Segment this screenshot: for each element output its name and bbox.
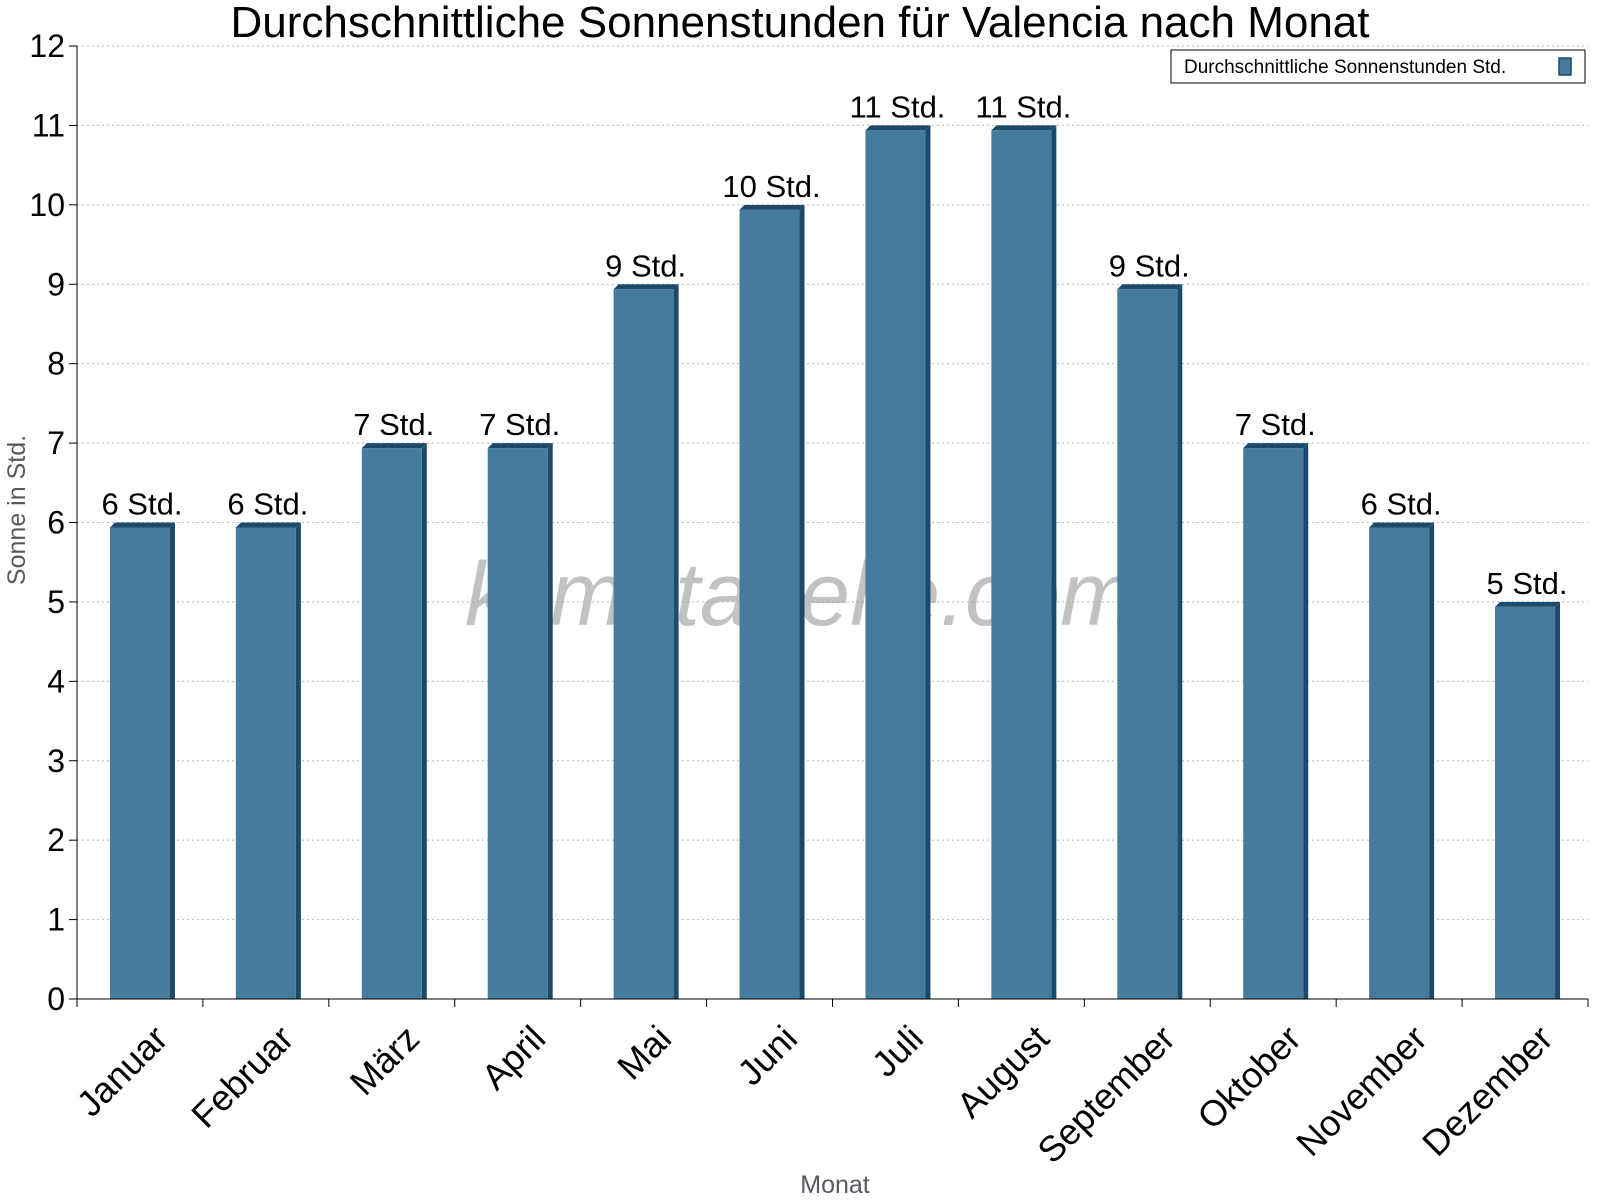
- bar-front: [1495, 606, 1556, 999]
- bar-front: [235, 527, 296, 999]
- y-tick-label: 11: [32, 107, 65, 143]
- bar-side: [799, 204, 805, 1000]
- x-axis-ticks: Januar Februar März April Mai Juni Juli AugustS…: [69, 999, 1589, 1171]
- x-tick-label: August: [949, 1017, 1057, 1125]
- value-label: 5 Std.: [1487, 566, 1568, 601]
- bar-front: [109, 527, 170, 999]
- bar-front: [739, 209, 800, 1000]
- bar-top: [361, 443, 427, 449]
- bars: [109, 125, 1561, 1000]
- bar-märz: [361, 443, 427, 999]
- bar-front: [613, 289, 674, 999]
- y-tick-label: 6: [47, 505, 65, 541]
- bar-side: [1177, 284, 1183, 999]
- bar-side: [1051, 125, 1057, 999]
- bar-januar: [109, 522, 175, 999]
- y-tick-label: 8: [47, 346, 65, 382]
- y-tick-label: 12: [29, 28, 65, 64]
- bar-top: [1117, 284, 1183, 290]
- bar-april: [487, 443, 553, 999]
- value-label: 9 Std.: [605, 248, 686, 283]
- bar-juni: [739, 204, 805, 1000]
- value-label: 6 Std.: [227, 487, 308, 522]
- bar-juli: [865, 125, 931, 999]
- bar-top: [991, 125, 1057, 131]
- value-label: 11 Std.: [975, 89, 1071, 124]
- bar-dezember: [1495, 601, 1561, 999]
- bar-side: [925, 125, 931, 999]
- value-label: 7 Std.: [353, 407, 434, 442]
- bar-top: [739, 204, 805, 210]
- bar-august: [991, 125, 1057, 999]
- bar-side: [1429, 522, 1435, 999]
- legend-box: [1170, 49, 1586, 84]
- bar-side: [169, 522, 175, 999]
- bar-november: [1369, 522, 1435, 999]
- x-tick-label: Juni: [729, 1017, 805, 1093]
- bar-front: [1369, 527, 1430, 999]
- value-label: 7 Std.: [1235, 407, 1316, 442]
- bar-side: [421, 443, 427, 999]
- legend-swatch: [1558, 57, 1572, 76]
- x-axis-label: Monat: [800, 1171, 870, 1199]
- value-labels: 6 Std. 6 Std. 7 Std. 7 Std. 9 Std. 10 Std. 11 …: [101, 89, 1567, 601]
- value-label: 7 Std.: [479, 407, 560, 442]
- value-label: 6 Std.: [1361, 487, 1442, 522]
- bar-front: [361, 448, 422, 999]
- bar-side: [1303, 443, 1309, 999]
- bar-mai: [613, 284, 679, 999]
- bar-front: [1243, 448, 1304, 999]
- x-tick-label: Januar: [69, 1017, 176, 1124]
- bar-top: [109, 522, 175, 528]
- x-tick-label: April: [473, 1017, 553, 1097]
- value-label: 11 Std.: [849, 89, 945, 124]
- value-label: 9 Std.: [1109, 248, 1190, 283]
- bar-top: [1495, 601, 1561, 607]
- bar-top: [1369, 522, 1435, 528]
- x-tick-label: Mai: [609, 1017, 679, 1087]
- y-tick-label: 1: [47, 902, 65, 938]
- y-tick-label: 3: [47, 743, 65, 779]
- legend-label: Durchschnittliche Sonnenstunden Std.: [1184, 57, 1506, 78]
- bar-oktober: [1243, 443, 1309, 999]
- x-tick-label: Dezember: [1414, 1017, 1560, 1163]
- bar-front: [1117, 289, 1178, 999]
- grid-lines: [77, 45, 1588, 921]
- value-label: 10 Std.: [722, 169, 820, 204]
- y-tick-label: 4: [47, 663, 65, 699]
- bar-side: [295, 522, 301, 999]
- value-label: 6 Std.: [101, 487, 182, 522]
- y-axis-label: Sonne in Std.: [3, 435, 31, 585]
- bar-top: [1243, 443, 1309, 449]
- y-tick-label: 9: [47, 266, 65, 302]
- bar-side: [547, 443, 553, 999]
- y-tick-label: 7: [47, 425, 65, 461]
- chart-title: Durchschnittliche Sonnenstunden für Vale…: [231, 0, 1370, 47]
- bar-september: [1117, 284, 1183, 999]
- y-tick-label: 2: [47, 822, 65, 858]
- bar-side: [1555, 601, 1561, 999]
- x-tick-label: November: [1288, 1017, 1434, 1163]
- y-tick-label: 10: [29, 187, 65, 223]
- bar-top: [487, 443, 553, 449]
- x-tick-label: September: [1029, 1017, 1183, 1171]
- x-tick-label: März: [342, 1017, 428, 1103]
- bar-top: [865, 125, 931, 131]
- legend: Durchschnittliche Sonnenstunden Std.: [1170, 49, 1586, 84]
- y-tick-label: 0: [47, 981, 65, 1017]
- bar-side: [673, 284, 679, 999]
- x-tick-label: Oktober: [1189, 1017, 1309, 1137]
- bar-front: [487, 448, 548, 999]
- y-tick-label: 5: [47, 584, 65, 620]
- bar-top: [613, 284, 679, 290]
- bar-top: [235, 522, 301, 528]
- bar-front: [991, 130, 1052, 999]
- bar-februar: [235, 522, 301, 999]
- bar-front: [865, 130, 926, 999]
- x-tick-label: Juli: [864, 1017, 931, 1084]
- x-tick-label: Februar: [183, 1017, 301, 1135]
